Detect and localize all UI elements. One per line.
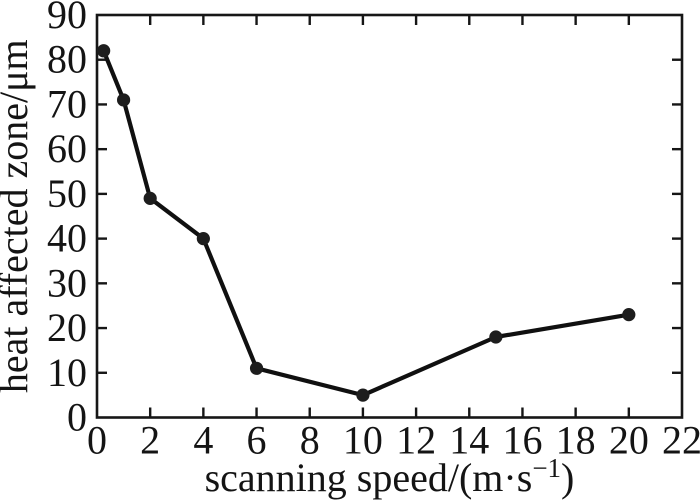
data-point xyxy=(489,330,503,344)
x-tick-label: 14 xyxy=(449,418,489,463)
x-tick-label: 12 xyxy=(396,418,436,463)
x-tick-label: 22 xyxy=(662,418,700,463)
y-tick-label: 40 xyxy=(47,216,87,261)
y-tick-label: 50 xyxy=(47,171,87,216)
y-tick-label: 90 xyxy=(47,0,87,37)
y-tick-label: 70 xyxy=(47,81,87,126)
data-point xyxy=(249,361,264,375)
x-tick-label: 18 xyxy=(556,418,596,463)
x-tick-label: 4 xyxy=(193,418,213,463)
y-axis-title: heat affected zone/μm xyxy=(0,39,36,393)
x-tick-label: 20 xyxy=(609,418,649,463)
y-tick-label: 10 xyxy=(47,350,87,395)
x-axis-title: scanning speed/(m·s−1) xyxy=(205,453,575,500)
x-tick-label: 2 xyxy=(140,418,160,463)
y-tick-label: 60 xyxy=(47,126,87,171)
x-tick-label: 0 xyxy=(87,418,107,463)
data-line xyxy=(101,48,631,398)
y-tick-label: 0 xyxy=(67,395,87,440)
data-point xyxy=(116,93,131,107)
y-tick-label: 30 xyxy=(47,260,87,305)
scan-noise xyxy=(37,0,700,480)
x-tick-label: 10 xyxy=(343,418,383,463)
data-point xyxy=(196,232,210,246)
y-tick-label: 80 xyxy=(47,37,87,82)
x-tick-label: 16 xyxy=(502,418,542,463)
x-tick-label: 8 xyxy=(300,418,320,463)
x-tick-label: 6 xyxy=(247,418,267,463)
data-point xyxy=(622,308,636,322)
plot-border xyxy=(95,13,684,419)
data-point xyxy=(97,44,111,58)
data-point xyxy=(356,388,370,402)
y-tick-label: 20 xyxy=(47,305,87,350)
data-point xyxy=(143,191,157,205)
